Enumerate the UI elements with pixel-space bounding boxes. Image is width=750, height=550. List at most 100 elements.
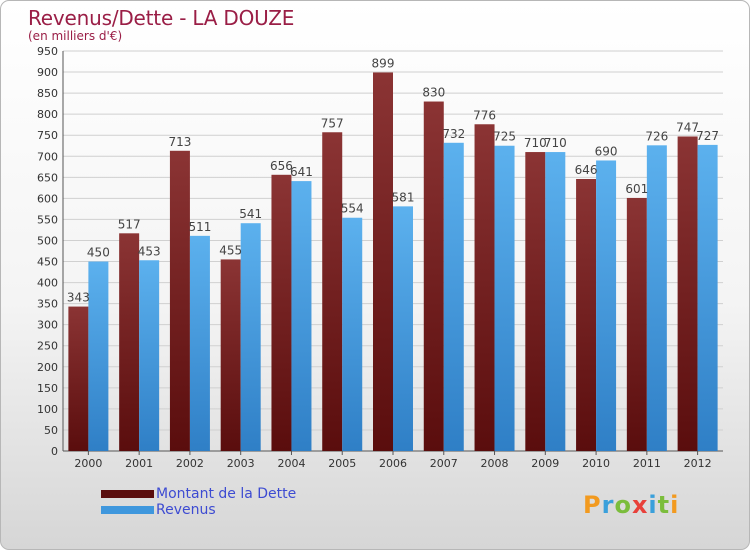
legend-label-revenus: Revenus — [156, 502, 216, 518]
x-tick-label: 2002 — [176, 457, 204, 470]
logo-letter: P — [583, 491, 602, 519]
bar-revenus — [291, 181, 312, 451]
bar-revenus — [697, 144, 718, 452]
x-tick-label: 2011 — [633, 457, 661, 470]
bar-revenus — [494, 145, 515, 451]
bar-revenus — [240, 223, 261, 451]
proxiti-logo: Proxiti — [583, 491, 679, 519]
logo-letter: r — [601, 491, 615, 519]
bar-dette — [373, 72, 393, 451]
logo-letter: i — [648, 491, 658, 519]
chart-title: Revenus/Dette - LA DOUZE — [28, 6, 295, 30]
data-label-dette: 710 — [524, 136, 547, 150]
bar-revenus — [545, 152, 566, 452]
x-tick-label: 2009 — [531, 457, 559, 470]
y-tick-label: 450 — [37, 256, 58, 269]
data-label-revenus: 554 — [341, 202, 364, 216]
legend-swatch-dette — [101, 490, 154, 498]
bar-dette — [525, 152, 546, 452]
logo-letter: o — [614, 491, 632, 519]
data-label-dette: 517 — [118, 217, 141, 231]
bar-revenus — [342, 217, 363, 451]
logo-letter: x — [631, 491, 649, 519]
bar-dette — [119, 233, 140, 451]
bar-revenus — [88, 261, 109, 451]
y-tick-label: 900 — [37, 66, 58, 79]
x-tick-label: 2007 — [430, 457, 458, 470]
x-tick-label: 2000 — [74, 457, 102, 470]
data-label-dette: 776 — [473, 108, 496, 122]
data-label-revenus: 732 — [442, 127, 465, 141]
y-tick-label: 200 — [37, 361, 58, 374]
data-label-dette: 757 — [321, 116, 344, 130]
data-label-dette: 455 — [219, 243, 242, 257]
data-label-revenus: 725 — [493, 130, 516, 144]
x-tick-label: 2006 — [379, 457, 407, 470]
data-label-revenus: 541 — [239, 207, 262, 221]
bars — [68, 72, 718, 452]
y-tick-label: 750 — [37, 129, 58, 142]
x-tick-label: 2012 — [684, 457, 712, 470]
y-tick-label: 300 — [37, 319, 58, 332]
bar-dette — [68, 306, 89, 451]
x-tick-label: 2005 — [328, 457, 356, 470]
bar-revenus — [189, 235, 210, 451]
data-label-revenus: 453 — [138, 244, 161, 258]
y-tick-label: 650 — [37, 171, 58, 184]
bar-dette — [626, 197, 647, 451]
x-tick-label: 2003 — [227, 457, 255, 470]
data-label-revenus: 450 — [87, 246, 110, 260]
data-label-dette: 601 — [625, 182, 648, 196]
bar-revenus — [393, 206, 413, 451]
data-label-dette: 747 — [676, 120, 699, 134]
bar-dette — [322, 132, 343, 451]
data-label-revenus: 511 — [188, 220, 211, 234]
chart-subtitle: (en milliers d'€) — [28, 29, 123, 43]
data-label-dette: 656 — [270, 159, 293, 173]
y-tick-label: 400 — [37, 277, 58, 290]
bar-revenus — [646, 145, 667, 451]
data-label-revenus: 710 — [544, 136, 567, 150]
bar-dette — [423, 101, 444, 452]
y-tick-label: 100 — [37, 403, 58, 416]
y-tick-label: 950 — [37, 45, 58, 58]
logo-letter: i — [670, 491, 680, 519]
data-label-dette: 899 — [372, 56, 395, 70]
data-label-revenus: 581 — [392, 190, 415, 204]
y-tick-label: 250 — [37, 340, 58, 353]
bar-dette — [576, 179, 597, 451]
data-label-revenus: 727 — [696, 129, 719, 143]
y-tick-label: 700 — [37, 150, 58, 163]
data-label-revenus: 726 — [645, 129, 668, 143]
x-tick-label: 2001 — [125, 457, 153, 470]
axes: 0 50 100 150 200 250 300 350 400 450 500 550 600 650 7… — [37, 45, 723, 470]
y-tick-label: 0 — [51, 445, 58, 458]
legend-label-dette: Montant de la Dette — [156, 486, 297, 502]
y-tick-label: 850 — [37, 87, 58, 100]
y-tick-label: 550 — [37, 213, 58, 226]
x-tick-label: 2010 — [582, 457, 610, 470]
bar-dette — [169, 150, 190, 451]
y-tick-label: 150 — [37, 382, 58, 395]
data-label-dette: 713 — [168, 135, 191, 149]
logo-letter: t — [657, 491, 671, 519]
y-tick-label: 600 — [37, 192, 58, 205]
y-tick-label: 800 — [37, 108, 58, 121]
data-label-dette: 646 — [575, 163, 598, 177]
bar-dette — [220, 259, 241, 451]
data-label-dette: 830 — [422, 86, 445, 100]
bar-revenus — [443, 142, 464, 451]
data-label-revenus: 690 — [595, 144, 618, 158]
y-tick-label: 350 — [37, 298, 58, 311]
bar-dette — [474, 124, 495, 452]
y-tick-label: 500 — [37, 234, 58, 247]
data-label-dette: 343 — [67, 291, 90, 305]
x-tick-label: 2004 — [277, 457, 305, 470]
bar-revenus — [596, 160, 617, 451]
y-tick-label: 50 — [44, 424, 58, 437]
legend-swatch-revenus — [101, 506, 154, 514]
bar-dette — [677, 136, 698, 451]
